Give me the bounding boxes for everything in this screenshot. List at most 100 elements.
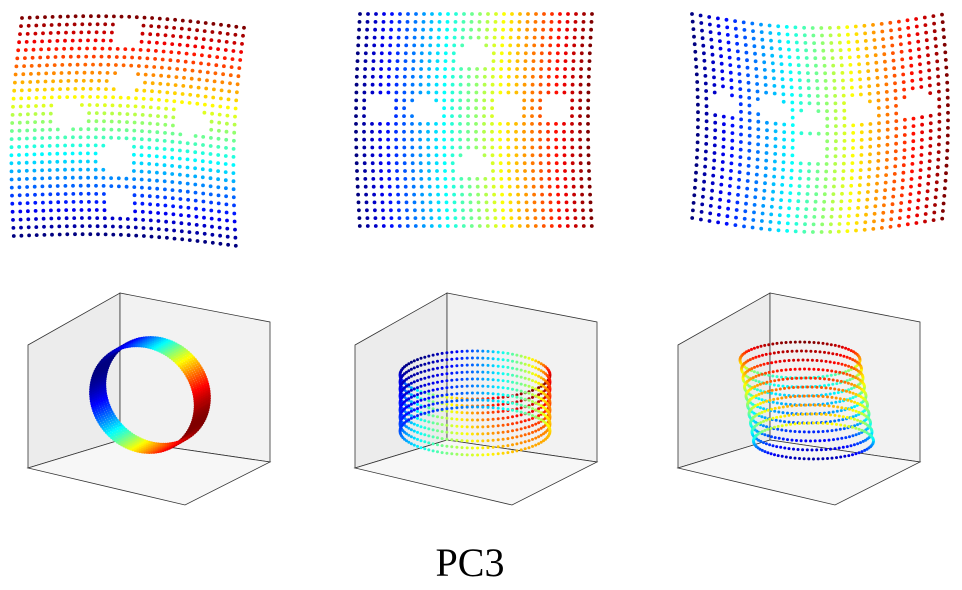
point — [565, 208, 569, 213]
point — [17, 120, 22, 125]
point — [905, 222, 910, 227]
point — [910, 86, 915, 91]
point — [856, 54, 861, 59]
point — [102, 200, 107, 205]
point — [445, 20, 450, 24]
point — [806, 358, 810, 362]
point — [63, 159, 67, 164]
point — [44, 71, 49, 76]
point — [418, 122, 422, 126]
point — [707, 15, 712, 19]
point — [450, 438, 454, 442]
point — [940, 216, 945, 221]
point — [209, 38, 214, 42]
point — [466, 122, 470, 126]
point — [849, 183, 854, 188]
point — [934, 187, 939, 192]
point — [55, 143, 60, 148]
point — [9, 177, 14, 182]
point — [496, 357, 500, 361]
point — [395, 184, 400, 189]
point — [747, 111, 752, 115]
point — [9, 161, 14, 166]
point — [92, 409, 96, 413]
point — [694, 170, 698, 175]
point — [911, 139, 916, 144]
point — [96, 393, 100, 397]
point — [549, 216, 554, 221]
point — [766, 361, 770, 365]
point — [139, 177, 144, 182]
point — [177, 50, 181, 55]
point — [891, 194, 896, 199]
point — [756, 345, 760, 349]
point — [68, 54, 73, 59]
point — [155, 146, 159, 151]
point — [354, 90, 359, 95]
point — [440, 365, 444, 369]
point — [223, 48, 228, 52]
point — [381, 208, 385, 213]
point — [470, 384, 474, 388]
point — [830, 429, 834, 433]
point — [699, 21, 704, 25]
point — [87, 200, 91, 204]
point — [760, 448, 764, 452]
point — [216, 185, 221, 190]
point — [587, 67, 591, 71]
point — [844, 370, 848, 374]
point — [849, 399, 853, 403]
point — [354, 98, 359, 103]
point — [894, 126, 899, 131]
point — [834, 370, 838, 374]
point — [460, 453, 464, 457]
point — [515, 169, 519, 173]
point — [761, 45, 765, 50]
point — [752, 395, 756, 399]
point — [450, 406, 454, 410]
point — [840, 71, 845, 75]
point — [102, 192, 106, 196]
point — [848, 199, 852, 203]
point — [548, 35, 553, 40]
point — [572, 200, 577, 205]
point — [460, 398, 464, 402]
point — [910, 154, 915, 159]
point — [530, 145, 535, 150]
point — [586, 122, 590, 126]
point — [691, 201, 696, 205]
point — [587, 51, 592, 56]
point — [508, 200, 513, 205]
point — [775, 375, 779, 379]
point — [362, 90, 367, 95]
point — [522, 129, 526, 134]
point — [178, 180, 182, 185]
point — [893, 149, 898, 154]
point — [138, 48, 143, 52]
point — [703, 157, 708, 161]
point — [436, 43, 441, 48]
point — [434, 90, 439, 95]
point — [747, 96, 752, 100]
point — [210, 232, 215, 237]
point — [833, 447, 837, 451]
point — [205, 390, 209, 395]
point — [533, 224, 538, 228]
point — [523, 169, 527, 173]
point — [853, 424, 857, 428]
point — [17, 161, 21, 165]
point — [829, 343, 833, 347]
point — [872, 219, 876, 224]
point — [381, 224, 386, 228]
point — [712, 158, 717, 163]
point — [208, 168, 213, 173]
point — [872, 211, 877, 216]
point — [482, 82, 487, 87]
point — [184, 51, 189, 56]
point — [427, 410, 431, 414]
point — [840, 191, 844, 196]
point — [839, 455, 843, 459]
point — [823, 350, 826, 354]
point — [187, 238, 192, 243]
point — [523, 369, 527, 373]
